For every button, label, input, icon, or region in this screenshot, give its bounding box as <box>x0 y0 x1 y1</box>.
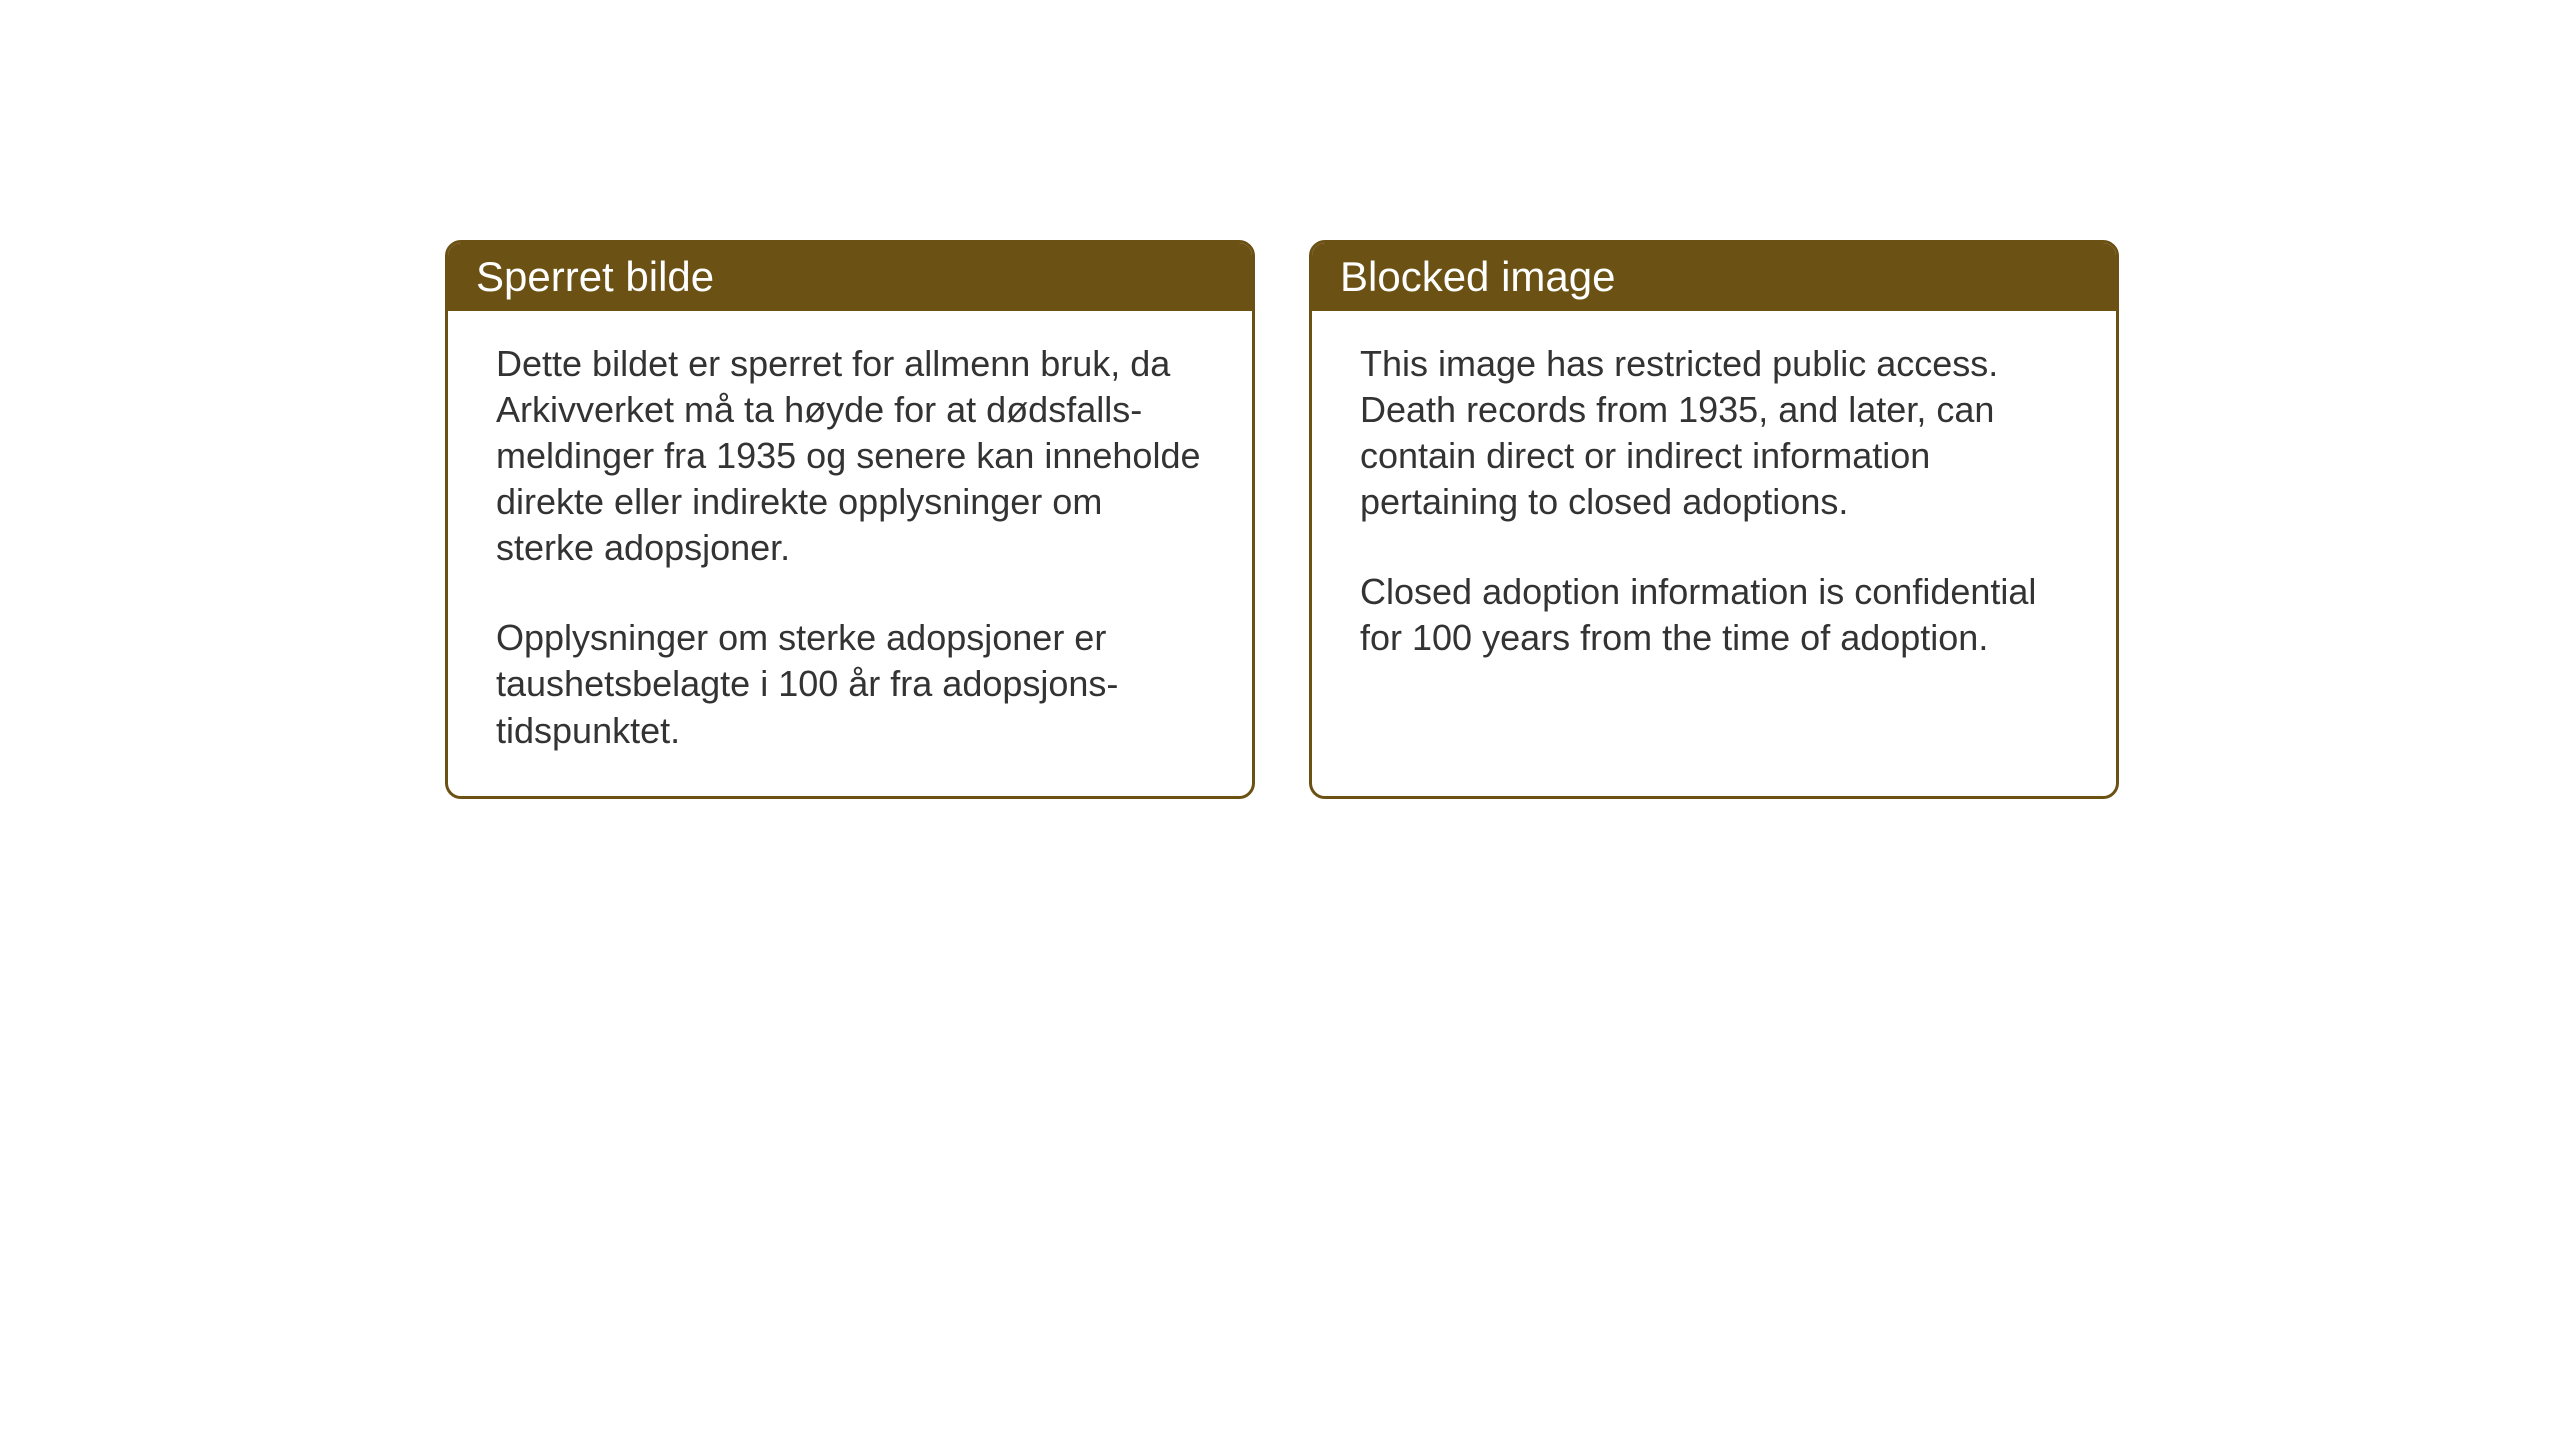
notice-paragraph-1-norwegian: Dette bildet er sperret for allmenn bruk… <box>496 341 1204 571</box>
notice-container: Sperret bilde Dette bildet er sperret fo… <box>445 240 2119 799</box>
notice-body-norwegian: Dette bildet er sperret for allmenn bruk… <box>448 311 1252 796</box>
notice-header-english: Blocked image <box>1312 243 2116 311</box>
notice-title-english: Blocked image <box>1340 253 1615 300</box>
notice-paragraph-2-english: Closed adoption information is confident… <box>1360 569 2068 661</box>
notice-card-norwegian: Sperret bilde Dette bildet er sperret fo… <box>445 240 1255 799</box>
notice-title-norwegian: Sperret bilde <box>476 253 714 300</box>
notice-header-norwegian: Sperret bilde <box>448 243 1252 311</box>
notice-paragraph-2-norwegian: Opplysninger om sterke adopsjoner er tau… <box>496 615 1204 753</box>
notice-body-english: This image has restricted public access.… <box>1312 311 2116 703</box>
notice-paragraph-1-english: This image has restricted public access.… <box>1360 341 2068 525</box>
notice-card-english: Blocked image This image has restricted … <box>1309 240 2119 799</box>
